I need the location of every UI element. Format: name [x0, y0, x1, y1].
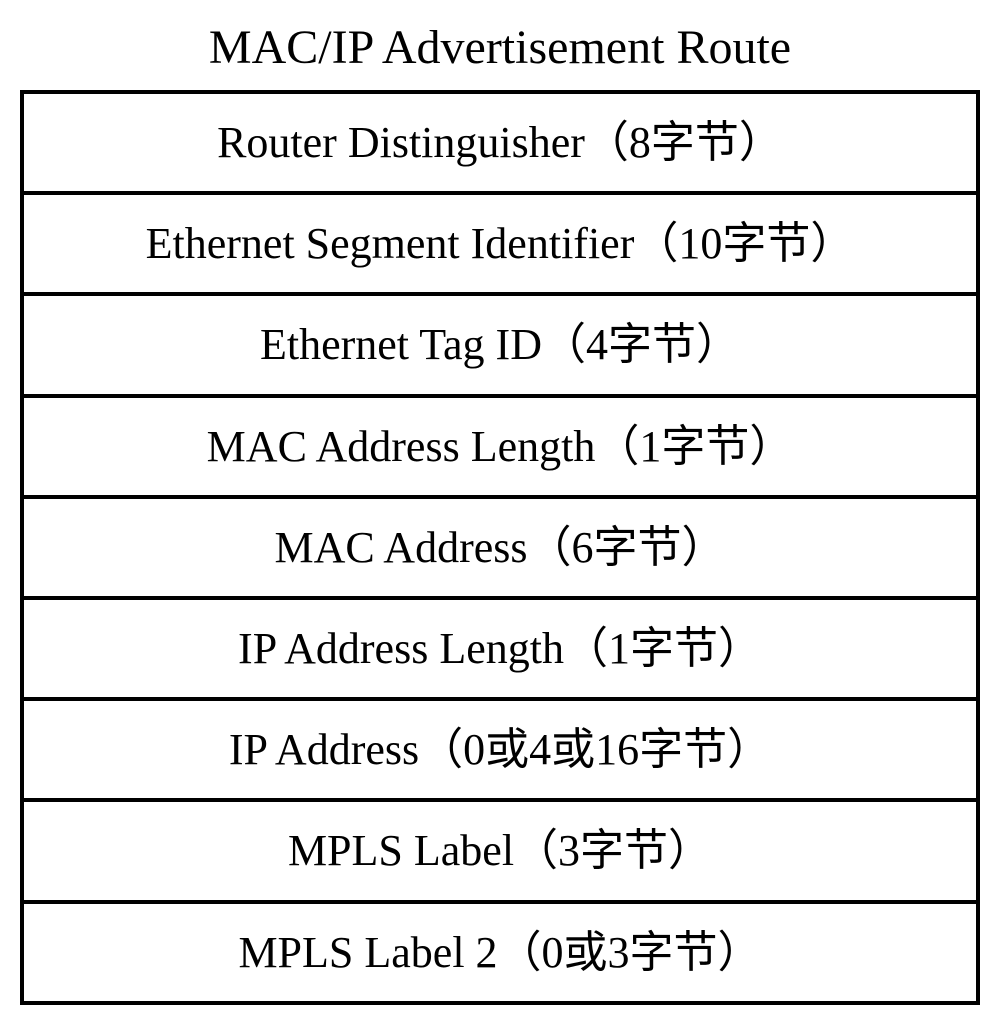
table-row: MAC Address Length（1字节）	[22, 396, 978, 497]
field-bytes: （0或4或16字节）	[419, 725, 771, 774]
field-bytes: （3字节）	[514, 826, 712, 875]
field-cell: Router Distinguisher（8字节）	[22, 92, 978, 193]
field-name: Ethernet Tag ID	[260, 320, 542, 369]
field-name: MAC Address Length	[207, 422, 596, 471]
field-cell: MPLS Label 2（0或3字节）	[22, 902, 978, 1003]
diagram-title: MAC/IP Advertisement Route	[20, 20, 980, 75]
table-row: MPLS Label 2（0或3字节）	[22, 902, 978, 1003]
field-name: MAC Address	[274, 523, 527, 572]
field-name: Ethernet Segment Identifier	[146, 219, 635, 268]
table-row: MAC Address（6字节）	[22, 497, 978, 598]
field-name: MPLS Label 2	[238, 928, 497, 977]
field-bytes: （4字节）	[542, 320, 740, 369]
table-row: Router Distinguisher（8字节）	[22, 92, 978, 193]
packet-format-diagram: MAC/IP Advertisement Route Router Distin…	[20, 20, 980, 1005]
field-name: IP Address	[229, 725, 419, 774]
field-table: Router Distinguisher（8字节） Ethernet Segme…	[20, 90, 980, 1005]
field-bytes: （1字节）	[595, 422, 793, 471]
table-row: IP Address（0或4或16字节）	[22, 699, 978, 800]
table-body: Router Distinguisher（8字节） Ethernet Segme…	[22, 92, 978, 1003]
table-row: Ethernet Tag ID（4字节）	[22, 294, 978, 395]
field-cell: IP Address Length（1字节）	[22, 598, 978, 699]
field-cell: MAC Address Length（1字节）	[22, 396, 978, 497]
field-name: Router Distinguisher	[217, 118, 585, 167]
field-bytes: （0或3字节）	[498, 928, 762, 977]
field-bytes: （6字节）	[528, 523, 726, 572]
field-name: MPLS Label	[288, 826, 514, 875]
field-cell: Ethernet Segment Identifier（10字节）	[22, 193, 978, 294]
field-name: IP Address Length	[238, 624, 564, 673]
table-row: IP Address Length（1字节）	[22, 598, 978, 699]
field-bytes: （10字节）	[634, 219, 854, 268]
field-bytes: （8字节）	[585, 118, 783, 167]
field-cell: MAC Address（6字节）	[22, 497, 978, 598]
table-row: Ethernet Segment Identifier（10字节）	[22, 193, 978, 294]
field-bytes: （1字节）	[564, 624, 762, 673]
field-cell: IP Address（0或4或16字节）	[22, 699, 978, 800]
table-row: MPLS Label（3字节）	[22, 800, 978, 901]
field-cell: MPLS Label（3字节）	[22, 800, 978, 901]
field-cell: Ethernet Tag ID（4字节）	[22, 294, 978, 395]
